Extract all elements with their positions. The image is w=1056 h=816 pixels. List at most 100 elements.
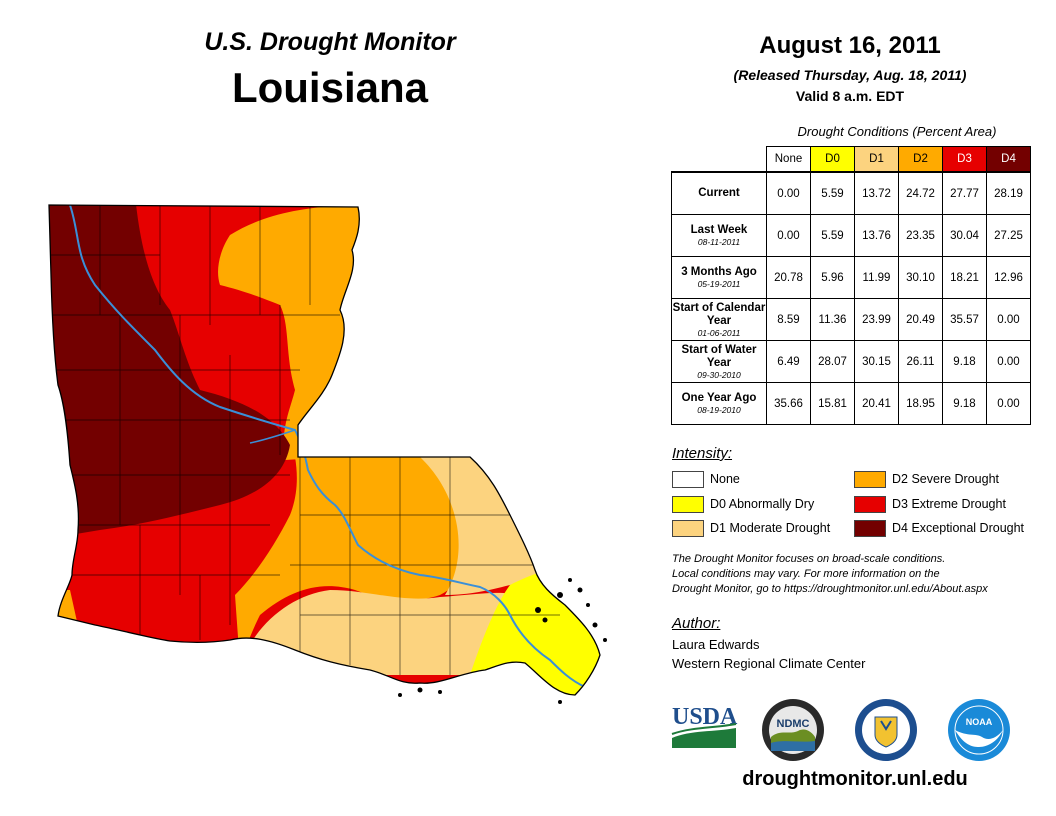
table-cell: 12.96	[986, 256, 1031, 299]
table-cell: 13.76	[854, 214, 899, 257]
d2-region-south	[235, 457, 486, 665]
table-row-start-calendar-year: Start of Calendar Year 01-06-2011 8.59 11…	[671, 298, 1031, 341]
map-title: Louisiana	[231, 64, 429, 111]
row-label: Start of Calendar Year 01-06-2011	[671, 298, 767, 341]
col-header-d1: D1	[854, 146, 899, 173]
table-row-one-year-ago: One Year Ago 08-19-2010 35.66 15.81 20.41…	[671, 382, 1031, 425]
valid-date: August 16, 2011	[759, 32, 941, 59]
table-cell: 24.72	[898, 171, 943, 215]
table-row-start-water-year: Start of Water Year 09-30-2010 6.49 28.07…	[671, 340, 1031, 383]
row-label-text: 3 Months Ago	[681, 266, 757, 278]
legend-swatch	[672, 471, 704, 488]
table-cell: 28.07	[810, 340, 855, 383]
commerce-seal	[855, 699, 917, 761]
table-cell: 0.00	[986, 298, 1031, 341]
row-date: 09-30-2010	[697, 369, 741, 380]
legend-swatch	[672, 496, 704, 513]
col-header-d2: D2	[898, 146, 943, 173]
noaa-logo: NOAA	[948, 699, 1010, 761]
col-header-d3: D3	[942, 146, 987, 173]
table-cell: 0.00	[986, 382, 1031, 425]
row-label-text: Current	[698, 187, 740, 199]
table-cell: 30.10	[898, 256, 943, 299]
legend-swatch	[854, 471, 886, 488]
map-subtitle: U.S. Drought Monitor	[204, 28, 456, 56]
legend-swatch	[854, 520, 886, 537]
table-cell: 18.21	[942, 256, 987, 299]
disclaimer-line: The Drought Monitor focuses on broad-sca…	[672, 553, 946, 565]
table-cell: 11.36	[810, 298, 855, 341]
row-date: 05-19-2011	[697, 279, 741, 289]
legend-label: D2 Severe Drought	[892, 472, 1000, 486]
table-cell: 18.95	[898, 382, 943, 425]
col-header-d4: D4	[986, 146, 1031, 173]
table-cell: 20.41	[854, 382, 899, 425]
col-header-none: None	[766, 146, 811, 173]
row-label: 3 Months Ago 05-19-2011	[671, 256, 767, 299]
row-label-text: Start of Calendar Year	[672, 301, 766, 327]
mississippi-river	[69, 205, 586, 688]
drought-conditions-table: None D0 D1 D2 D3 D4 Current 0.00 5.59 13…	[671, 146, 1031, 425]
table-cell: 27.25	[986, 214, 1031, 257]
state-outline	[48, 204, 601, 696]
table-cell: 30.04	[942, 214, 987, 257]
table-cell: 0.00	[766, 214, 811, 257]
table-cell: 5.59	[810, 214, 855, 257]
table-row-current: Current 0.00 5.59 13.72 24.72 27.77 28.1…	[671, 171, 1031, 215]
table-row-last-week: Last Week 08-11-2011 0.00 5.59 13.76 23.3…	[671, 214, 1031, 257]
release-date: (Released Thursday, Aug. 18, 2011)	[733, 67, 967, 83]
table-cell: 0.00	[766, 171, 811, 215]
red-river	[249, 429, 296, 444]
legend-label: D4 Exceptional Drought	[892, 521, 1025, 535]
legend-swatch	[854, 496, 886, 513]
table-cell: 5.96	[810, 256, 855, 299]
ndmc-logo-text: NDMC	[777, 718, 810, 730]
table-cell: 26.11	[898, 340, 943, 383]
table-cell: 13.72	[854, 171, 899, 215]
table-cell: 20.49	[898, 298, 943, 341]
table-cell: 6.49	[766, 340, 811, 383]
row-label: Last Week 08-11-2011	[671, 214, 767, 257]
legend-swatch	[672, 520, 704, 537]
table-cell: 20.78	[766, 256, 811, 299]
row-date: 08-11-2011	[697, 237, 741, 247]
row-label-text: Start of Water Year	[681, 343, 757, 369]
table-cell: 30.15	[854, 340, 899, 383]
row-label-text: Last Week	[690, 224, 748, 236]
usda-logo: USDA	[671, 704, 738, 748]
table-header-row: None D0 D1 D2 D3 D4	[672, 146, 1031, 173]
disclaimer-line: Local conditions may vary. For more info…	[672, 568, 940, 580]
row-label-text: One Year Ago	[681, 392, 757, 404]
table-cell: 8.59	[766, 298, 811, 341]
row-label: One Year Ago 08-19-2010	[671, 382, 767, 425]
table-row-3-months-ago: 3 Months Ago 05-19-2011 20.78 5.96 11.99 …	[671, 256, 1031, 299]
col-header-d0: D0	[810, 146, 855, 173]
author-name: Laura Edwards	[672, 637, 760, 652]
valid-time: Valid 8 a.m. EDT	[795, 88, 905, 104]
disclaimer: The Drought Monitor focuses on broad-sca…	[672, 552, 1042, 597]
table-cell: 15.81	[810, 382, 855, 425]
table-cell: 35.66	[766, 382, 811, 425]
noaa-logo-text: NOAA	[966, 717, 993, 727]
table-cell: 28.19	[986, 171, 1031, 215]
table-cell: 23.35	[898, 214, 943, 257]
website-url[interactable]: droughtmonitor.unl.edu	[742, 768, 968, 790]
coastal-islands	[398, 578, 607, 704]
table-cell: 27.77	[942, 171, 987, 215]
row-label: Start of Water Year 09-30-2010	[671, 340, 767, 383]
table-caption: Drought Conditions (Percent Area)	[797, 124, 997, 139]
legend-label: None	[710, 472, 740, 486]
author-heading: Author:	[672, 615, 721, 632]
table-cell: 23.99	[854, 298, 899, 341]
table-cell: 35.57	[942, 298, 987, 341]
legend-label: D1 Moderate Drought	[710, 521, 831, 535]
legend-label: D3 Extreme Drought	[892, 497, 1006, 511]
table-cell: 9.18	[942, 340, 987, 383]
row-date: 01-06-2011	[697, 327, 741, 338]
table-cell: 0.00	[986, 340, 1031, 383]
disclaimer-line: Drought Monitor, go to https://droughtmo…	[672, 583, 988, 595]
row-date: 08-19-2010	[697, 405, 741, 415]
table-cell: 11.99	[854, 256, 899, 299]
county-boundaries	[50, 205, 560, 675]
table-cell: 9.18	[942, 382, 987, 425]
